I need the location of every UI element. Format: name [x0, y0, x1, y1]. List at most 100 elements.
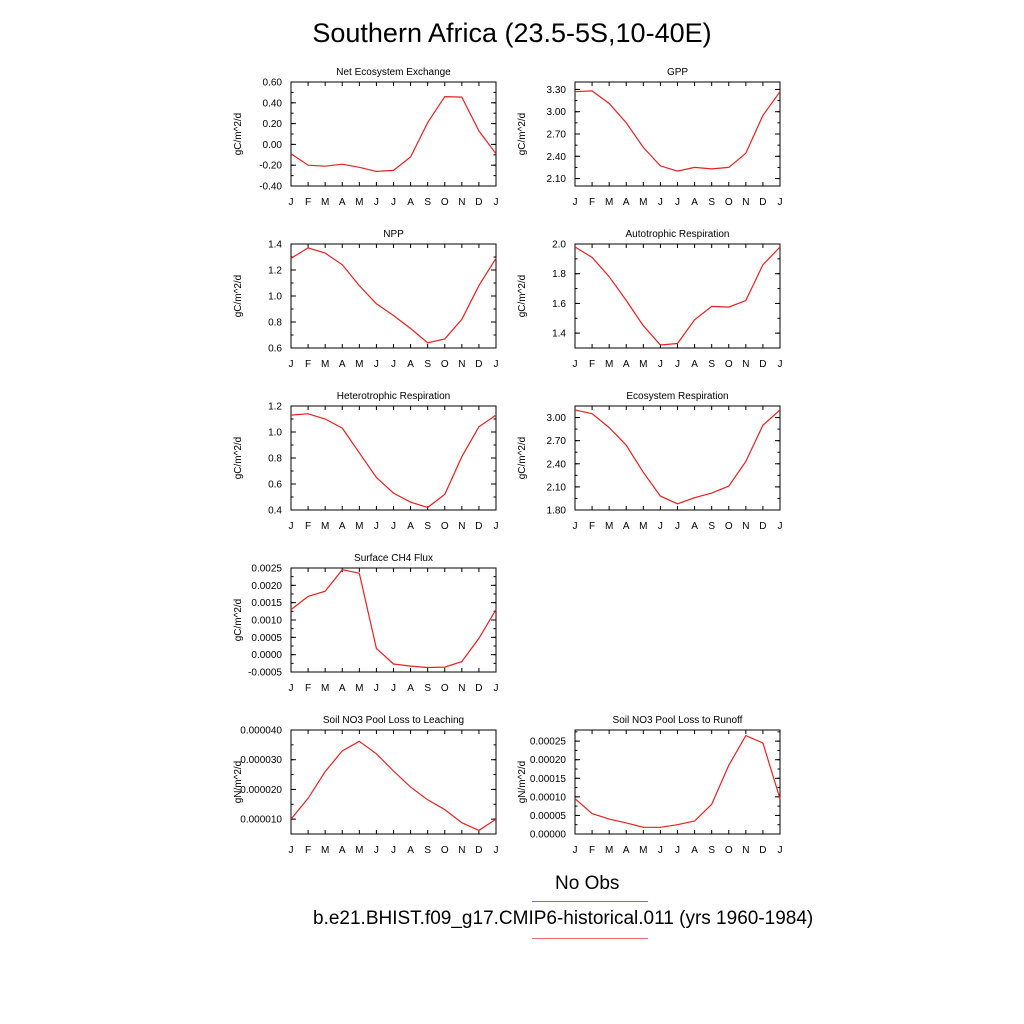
panel-1-title: Net Ecosystem Exchange — [336, 67, 451, 78]
panel-2-ylabel: gC/m^2/d — [517, 113, 528, 156]
panel-7-title: Surface CH4 Flux — [354, 553, 433, 564]
panel-3-ytick-label: 1.0 — [268, 292, 282, 303]
panel-9-ylabel: gN/m^2/d — [517, 761, 528, 804]
panel-5-frame — [290, 405, 497, 511]
panel-5-ytick-label: 1.2 — [268, 402, 282, 413]
panel-4-ylabel: gC/m^2/d — [517, 275, 528, 318]
panel-1-xtick-label: D — [475, 197, 482, 208]
panel-1-xtick-label: J — [289, 197, 294, 208]
panel-3-xtick-label: A — [339, 359, 346, 370]
panel-8-xtick-label: J — [374, 845, 379, 856]
panel-4-xtick-label: J — [658, 359, 663, 370]
panel-7-xtick-label: J — [391, 683, 396, 694]
panel-9-ytick-label: 0.00015 — [530, 774, 567, 785]
panel-3-xtick-label: J — [494, 359, 499, 370]
panel-3-xtick-label: N — [458, 359, 465, 370]
panel-1-ytick-label: 0.40 — [263, 98, 283, 109]
panel-9-xtick-label: J — [658, 845, 663, 856]
panel-4-ytick-label: 2.0 — [552, 240, 566, 251]
panel-9-xtick-label: S — [708, 845, 715, 856]
panel-2-xtick-label: N — [742, 197, 749, 208]
panel-9-xtick-label: M — [639, 845, 647, 856]
panel-8-ylabel: gN/m^2/d — [233, 761, 244, 804]
panel-1-xtick-label: M — [355, 197, 363, 208]
panel-6-xtick-label: M — [639, 521, 647, 532]
panel-5-xtick-label: M — [355, 521, 363, 532]
panel-7-xtick-label: D — [475, 683, 482, 694]
panel-5-xtick-label: J — [391, 521, 396, 532]
panel-5-xtick-label: J — [289, 521, 294, 532]
panel-8-ytick-label: 0.000030 — [240, 755, 282, 766]
panel-8-title: Soil NO3 Pool Loss to Leaching — [323, 715, 464, 726]
panel-8-xtick-label: F — [305, 845, 311, 856]
panel-8-xtick-label: M — [321, 845, 329, 856]
panel-8-xtick-label: D — [475, 845, 482, 856]
panel-6-ytick-label: 2.10 — [547, 482, 567, 493]
panel-2-xtick-label: J — [675, 197, 680, 208]
panel-3-ytick-label: 1.4 — [268, 240, 282, 251]
panel-3-series-line — [290, 247, 497, 344]
panel-8-xtick-label: S — [424, 845, 431, 856]
panel-4-xtick-label: F — [589, 359, 595, 370]
panel-6-ytick-label: 3.00 — [547, 413, 567, 424]
panel-8-ytick-label: 0.000020 — [240, 785, 282, 796]
panel-7-ytick-label: 0.0020 — [251, 581, 282, 592]
main-title: Southern Africa (23.5-5S,10-40E) — [312, 18, 712, 48]
panel-7-xtick-label: J — [289, 683, 294, 694]
panel-9-ytick-label: 0.00025 — [530, 737, 567, 748]
panel-2-xtick-label: J — [573, 197, 578, 208]
legend-label-model-run: b.e21.BHIST.f09_g17.CMIP6-historical.011… — [313, 908, 814, 929]
panel-9-series-line — [574, 734, 781, 828]
panel-3-xtick-label: J — [391, 359, 396, 370]
panel-6-xtick-label: J — [778, 521, 783, 532]
panel-9-xtick-label: A — [623, 845, 630, 856]
panel-2-xtick-label: S — [708, 197, 715, 208]
panel-2-xtick-label: A — [691, 197, 698, 208]
panel-2-ytick-label: 2.40 — [547, 152, 567, 163]
panel-7-xtick-label: A — [339, 683, 346, 694]
panel-1-xtick-label: S — [424, 197, 431, 208]
panel-6-xtick-label: S — [708, 521, 715, 532]
panel-2-xtick-label: M — [639, 197, 647, 208]
panel-5-xtick-label: A — [339, 521, 346, 532]
panel-6-ytick-label: 2.70 — [547, 436, 567, 447]
panel-4-xtick-label: M — [605, 359, 613, 370]
panel-7-ytick-label: 0.0015 — [251, 598, 282, 609]
panel-3-xtick-label: F — [305, 359, 311, 370]
panel-9-xtick-label: F — [589, 845, 595, 856]
panel-1-ytick-label: -0.20 — [259, 161, 282, 172]
panel-3-xtick-label: S — [424, 359, 431, 370]
panel-2-xtick-label: J — [658, 197, 663, 208]
panel-8-series-line — [290, 740, 497, 832]
panel-1-ytick-label: 0.60 — [263, 78, 283, 89]
panel-8-xtick-label: J — [391, 845, 396, 856]
panel-1-ylabel: gC/m^2/d — [233, 113, 244, 156]
panel-5-xtick-label: M — [321, 521, 329, 532]
panel-9-xtick-label: N — [742, 845, 749, 856]
panel-9-ytick-label: 0.00000 — [530, 830, 567, 841]
panel-4-xtick-label: J — [573, 359, 578, 370]
panel-3-ytick-label: 0.8 — [268, 318, 282, 329]
panel-4-xtick-label: J — [675, 359, 680, 370]
panel-4-xtick-label: O — [725, 359, 733, 370]
panel-5-xtick-label: A — [407, 521, 414, 532]
panel-4-ytick-label: 1.4 — [552, 329, 566, 340]
panel-1-series-line — [290, 95, 497, 173]
panel-6-xtick-label: J — [675, 521, 680, 532]
panel-7-xtick-label: J — [374, 683, 379, 694]
panel-7-xtick-label: N — [458, 683, 465, 694]
panel-1-xtick-label: M — [321, 197, 329, 208]
panel-2-ytick-label: 2.70 — [547, 130, 567, 141]
panel-6-xtick-label: N — [742, 521, 749, 532]
panel-5-ytick-label: 1.0 — [268, 428, 282, 439]
panel-5-xtick-label: O — [441, 521, 449, 532]
panel-5-title: Heterotrophic Respiration — [337, 391, 450, 402]
panel-6-xtick-label: O — [725, 521, 733, 532]
panel-9-ytick-label: 0.00005 — [530, 811, 567, 822]
panel-6-ytick-label: 2.40 — [547, 459, 567, 470]
panel-2-xtick-label: O — [725, 197, 733, 208]
panel-7-ylabel: gC/m^2/d — [233, 599, 244, 642]
panel-3-xtick-label: D — [475, 359, 482, 370]
panel-2-ytick-label: 3.30 — [547, 85, 567, 96]
